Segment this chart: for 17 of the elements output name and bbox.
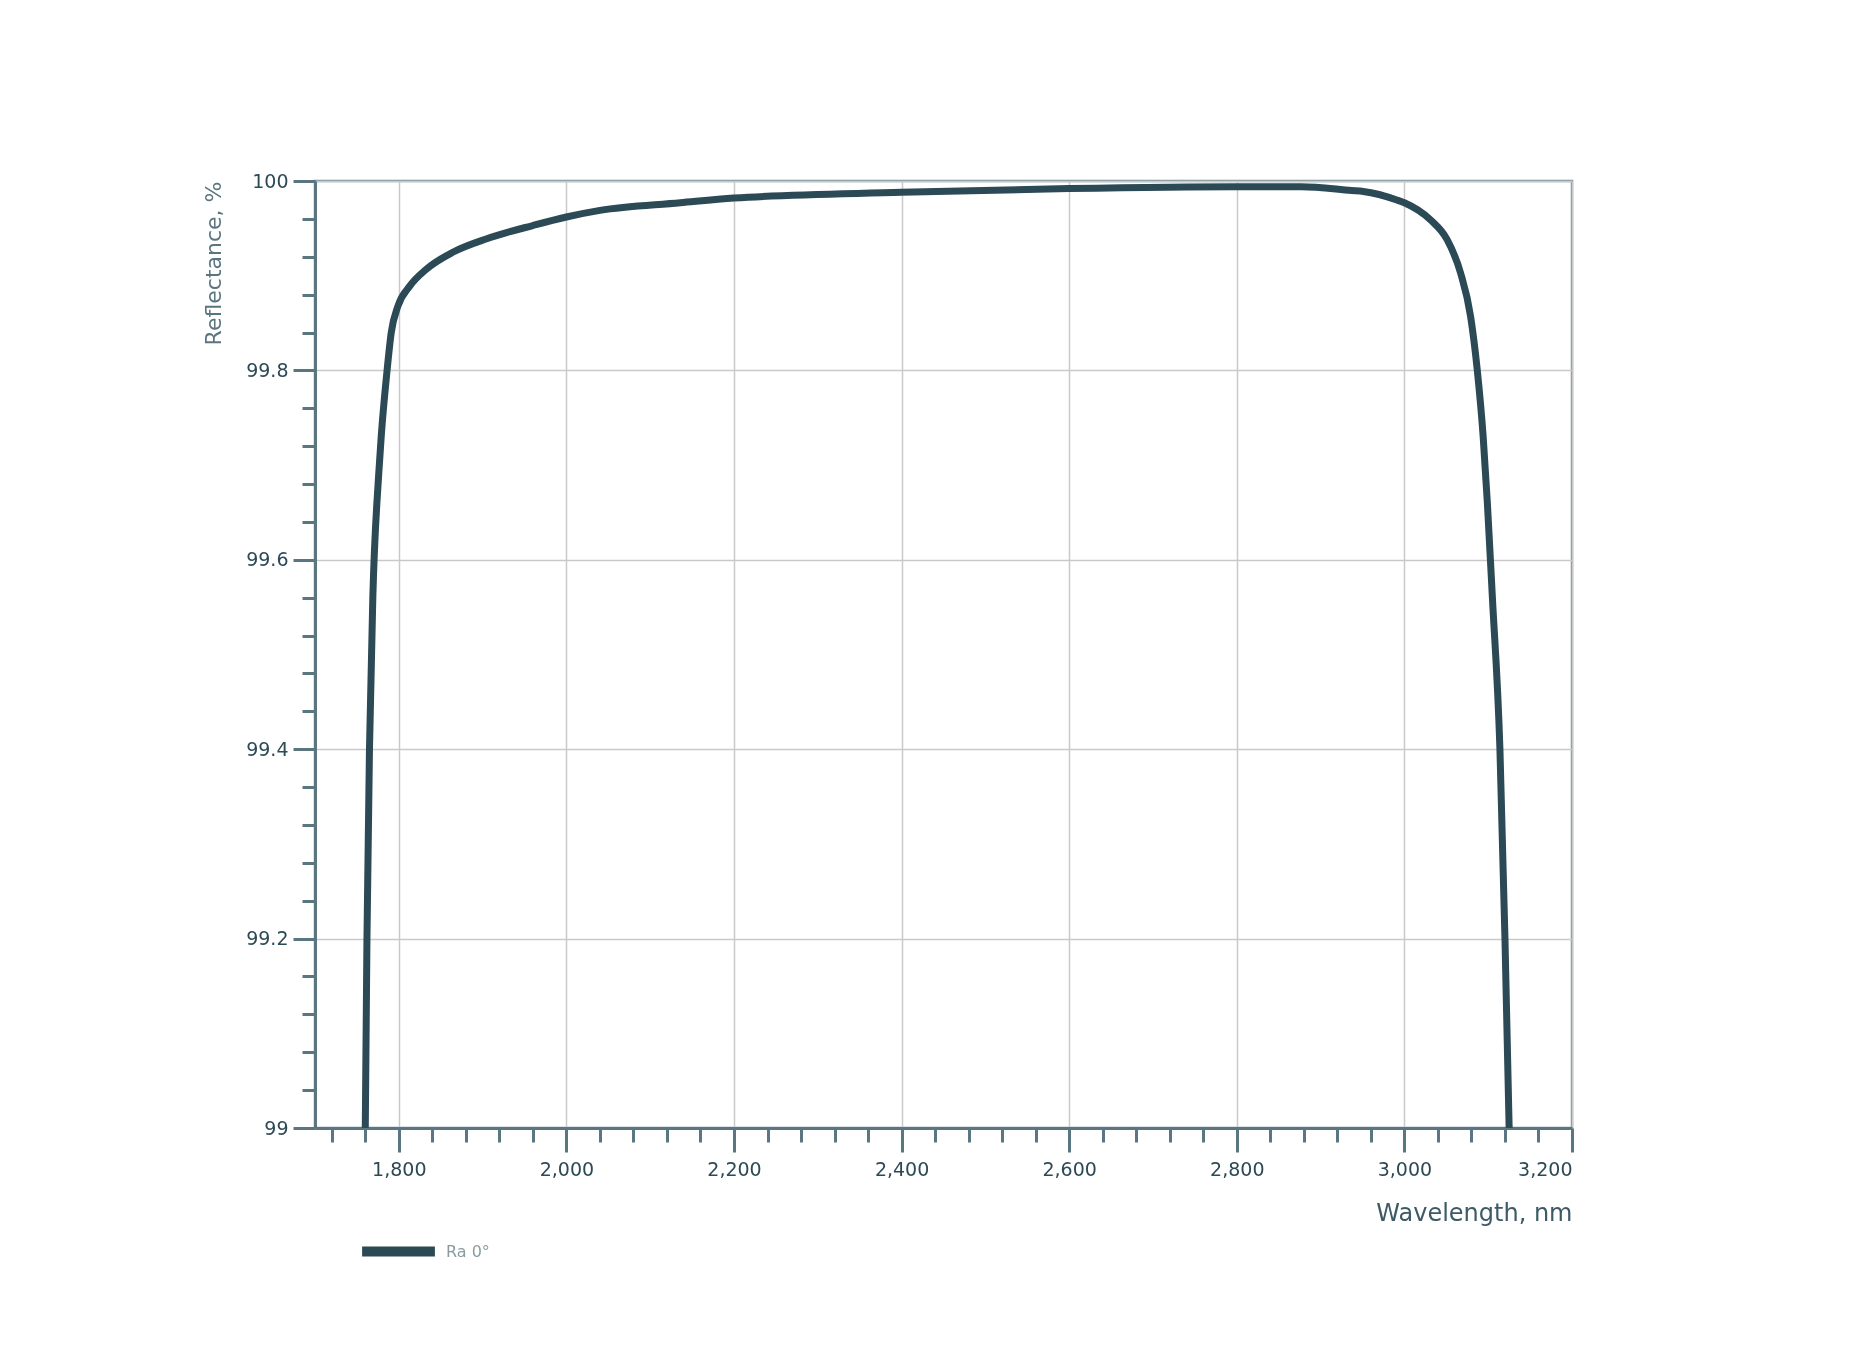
x-tick-label: 2,400 bbox=[874, 1157, 930, 1180]
x-tick-label: 1,800 bbox=[372, 1157, 427, 1180]
legend-label: Ra 0° bbox=[446, 1241, 490, 1261]
y-tick-label: 100 bbox=[252, 169, 289, 192]
x-tick-label: 2,200 bbox=[707, 1157, 762, 1180]
x-tick-label: 2,000 bbox=[539, 1157, 595, 1180]
y-tick-label: 99 bbox=[264, 1116, 289, 1139]
x-axis-title: Wavelength, nm bbox=[1376, 1198, 1573, 1227]
x-tick-label: 3,200 bbox=[1518, 1157, 1573, 1180]
x-tick-label: 2,800 bbox=[1210, 1157, 1265, 1180]
y-tick-label: 99.2 bbox=[246, 927, 289, 950]
y-tick-label: 99.6 bbox=[246, 548, 289, 571]
y-tick-label: 99.4 bbox=[246, 737, 289, 760]
x-tick-label: 2,600 bbox=[1042, 1157, 1097, 1180]
x-tick-label: 3,000 bbox=[1377, 1157, 1433, 1180]
y-tick-label: 99.8 bbox=[246, 358, 289, 381]
y-axis-title: Reflectance, % bbox=[201, 181, 227, 346]
